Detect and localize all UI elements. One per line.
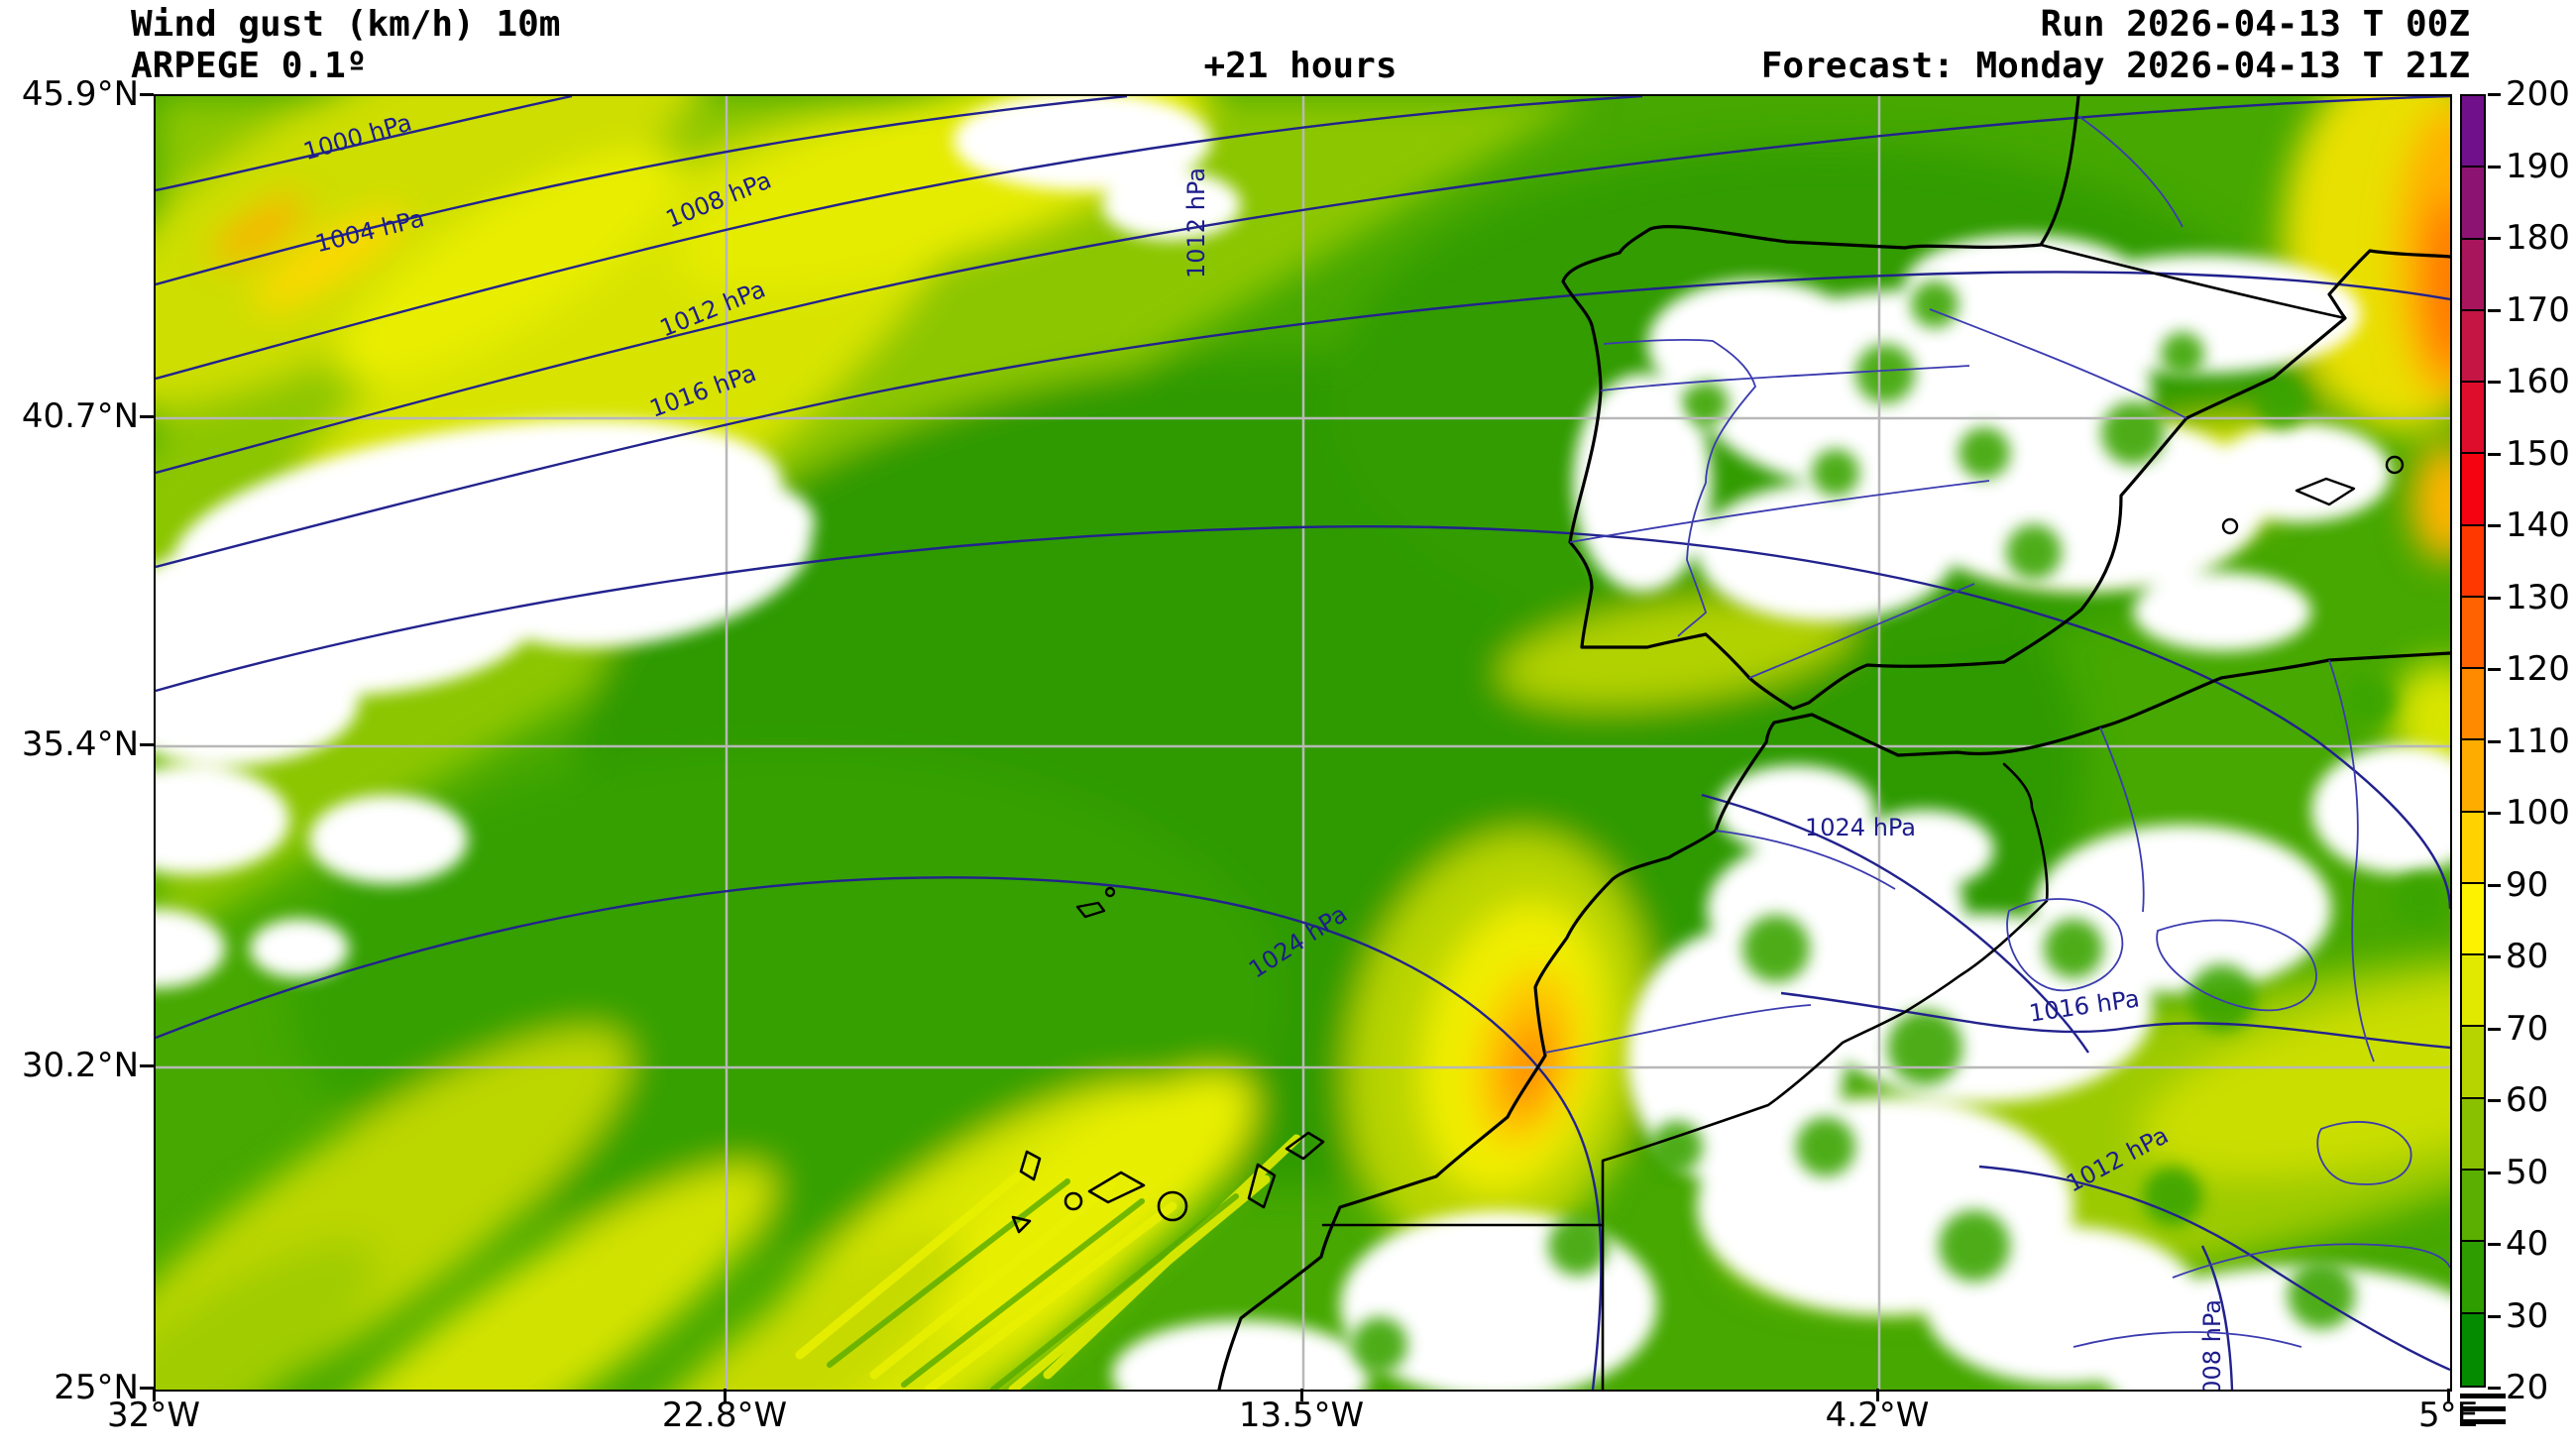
colorbar-tick-mark	[2488, 668, 2501, 671]
map-canvas: 1000 hPa1004 hPa1008 hPa1012 hPa1016 hPa…	[156, 96, 2450, 1390]
model-name: ARPEGE 0.1º	[131, 46, 367, 86]
colorbar-tick-mark	[2488, 309, 2501, 312]
lon-tick-label: 22.8°W	[662, 1396, 787, 1435]
colorbar-tick-mark	[2488, 1028, 2501, 1031]
map-frame: 1000 hPa1004 hPa1008 hPa1012 hPa1016 hPa…	[154, 94, 2452, 1392]
colorbar-tick-label: 20	[2506, 1368, 2548, 1407]
colorbar-segment-120-130	[2462, 598, 2484, 669]
colorbar-tick-label: 150	[2506, 434, 2570, 474]
colorbar-tick-label: 90	[2506, 865, 2548, 905]
colorbar-tick-label: 100	[2506, 793, 2570, 833]
colorbar-segment-70-80	[2462, 955, 2484, 1027]
colorbar-tick-label: 80	[2506, 937, 2548, 976]
colorbar-tick-mark	[2488, 884, 2501, 887]
weather-map-page: { "header": { "product": "Wind gust (km/…	[0, 0, 2576, 1452]
colorbar-tick-label: 130	[2506, 578, 2570, 617]
colorbar-tick-label: 40	[2506, 1224, 2548, 1264]
colorbar-segment-160-170	[2462, 311, 2484, 383]
colorbar-tick-mark	[2488, 597, 2501, 600]
colorbar-underflow-mark	[2460, 1406, 2506, 1411]
colorbar-segment-150-160	[2462, 383, 2484, 454]
lat-tick-label: 35.4°N	[22, 725, 139, 764]
colorbar-tick-mark	[2488, 166, 2501, 168]
isobar-label: 1008 hPa	[2198, 1299, 2226, 1390]
colorbar-tick-mark	[2488, 1099, 2501, 1102]
colorbar-tick-label: 70	[2506, 1009, 2548, 1049]
colorbar-tick-mark	[2488, 1315, 2501, 1318]
colorbar-tick-label: 140	[2506, 505, 2570, 545]
lon-tick-label: 5°E	[2418, 1396, 2478, 1435]
colorbar-tick-mark	[2488, 1243, 2501, 1246]
colorbar-segment-50-60	[2462, 1099, 2484, 1171]
colorbar-tick-mark	[2488, 1387, 2501, 1390]
lon-tick-mark	[153, 1389, 156, 1401]
lon-tick-label: 32°W	[107, 1396, 200, 1435]
colorbar-tick-label: 190	[2506, 147, 2570, 186]
isobar-label: 1012 hPa	[1182, 168, 1210, 279]
colorbar-segment-60-70	[2462, 1027, 2484, 1098]
colorbar-tick-label: 200	[2506, 74, 2570, 114]
colorbar-segment-180-190	[2462, 168, 2484, 239]
colorbar-tick-mark	[2488, 93, 2501, 96]
product-title: Wind gust (km/h) 10m	[131, 4, 560, 45]
colorbar	[2460, 94, 2486, 1388]
lon-tick-mark	[724, 1389, 727, 1401]
colorbar-segment-30-40	[2462, 1242, 2484, 1313]
lon-tick-label: 13.5°W	[1239, 1396, 1364, 1435]
lon-tick-mark	[1300, 1389, 1303, 1401]
colorbar-segment-90-100	[2462, 813, 2484, 884]
colorbar-tick-label: 170	[2506, 290, 2570, 330]
colorbar-tick-label: 180	[2506, 218, 2570, 258]
lat-tick-mark	[140, 93, 154, 96]
colorbar-tick-label: 110	[2506, 722, 2570, 761]
colorbar-tick-mark	[2488, 524, 2501, 527]
colorbar-tick-mark	[2488, 812, 2501, 815]
colorbar-tick-label: 30	[2506, 1296, 2548, 1336]
run-label: Run 2026-04-13 T 00Z	[2041, 4, 2470, 45]
lat-tick-mark	[140, 1387, 154, 1390]
lat-tick-mark	[140, 1064, 154, 1067]
colorbar-segment-130-140	[2462, 526, 2484, 598]
lat-tick-mark	[140, 743, 154, 746]
header-right: Run 2026-04-13 T 00Z Forecast: Monday 20…	[1761, 4, 2470, 87]
isobar-label: 1024 hPa	[1805, 814, 1916, 841]
colorbar-segment-190-200	[2462, 96, 2484, 168]
colorbar-segment-140-150	[2462, 454, 2484, 525]
colorbar-tick-label: 60	[2506, 1080, 2548, 1120]
lat-tick-label: 40.7°N	[22, 396, 139, 436]
lat-tick-mark	[140, 415, 154, 418]
lon-tick-label: 4.2°W	[1826, 1396, 1930, 1435]
colorbar-tick-label: 120	[2506, 649, 2570, 689]
colorbar-tick-mark	[2488, 381, 2501, 384]
forecast-lead-time: +21 hours	[1203, 46, 1397, 87]
valid-time-label: Forecast: Monday 2026-04-13 T 21Z	[1761, 46, 2470, 86]
colorbar-underflow-mark	[2460, 1394, 2506, 1398]
colorbar-segment-40-50	[2462, 1171, 2484, 1242]
colorbar-segment-170-180	[2462, 240, 2484, 311]
colorbar-tick-label: 160	[2506, 362, 2570, 401]
colorbar-segment-100-110	[2462, 740, 2484, 812]
colorbar-tick-mark	[2488, 955, 2501, 958]
colorbar-tick-mark	[2488, 237, 2501, 240]
colorbar-underflow-mark	[2460, 1419, 2506, 1424]
colorbar-tick-mark	[2488, 453, 2501, 456]
colorbar-segment-80-90	[2462, 884, 2484, 955]
colorbar-segment-20-30	[2462, 1314, 2484, 1386]
lon-tick-mark	[1876, 1389, 1879, 1401]
header-left: Wind gust (km/h) 10m ARPEGE 0.1º	[131, 4, 560, 87]
colorbar-tick-mark	[2488, 740, 2501, 743]
colorbar-tick-label: 50	[2506, 1153, 2548, 1192]
lon-tick-mark	[2447, 1389, 2450, 1401]
lat-tick-label: 30.2°N	[22, 1046, 139, 1085]
lat-tick-label: 45.9°N	[22, 74, 139, 114]
colorbar-segment-110-120	[2462, 669, 2484, 740]
colorbar-tick-mark	[2488, 1172, 2501, 1174]
